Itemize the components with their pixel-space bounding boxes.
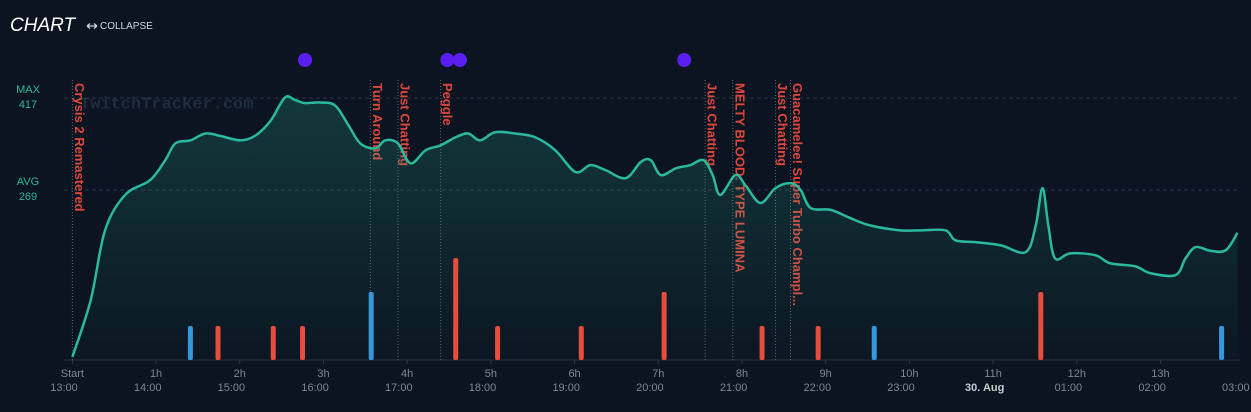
event-bar: [815, 326, 821, 360]
event-bar: [578, 326, 584, 360]
clock-tick-label: 01:00: [1055, 382, 1083, 394]
event-bar: [453, 258, 459, 360]
game-label: Turn Around: [370, 83, 385, 160]
clip-marker: [452, 53, 467, 67]
viewer-area: [72, 96, 1238, 358]
reference-label: MAX: [16, 84, 41, 96]
clip-marker: [298, 53, 313, 67]
clock-tick-label: 02:00: [1138, 382, 1166, 394]
x-tick-label: 8h: [736, 368, 748, 380]
event-bar: [759, 326, 765, 360]
x-tick-label: 4h: [401, 368, 413, 380]
event-bar: [300, 326, 306, 360]
game-label: Just Chatting: [705, 83, 720, 166]
game-label: Just Chatting: [775, 83, 790, 166]
viewer-line: [71, 95, 1239, 358]
clock-tick-label: 21:00: [720, 382, 748, 394]
reference-value: 417: [19, 99, 37, 111]
event-bar: [495, 326, 501, 360]
event-bar: [871, 326, 877, 360]
clock-tick-label: 15:00: [218, 382, 246, 394]
clock-tick-label: 14:00: [134, 382, 162, 394]
x-tick-label: 12h: [1068, 368, 1086, 380]
x-tick-label: 5h: [485, 368, 497, 380]
clock-tick-label: 30. Aug: [965, 382, 1004, 394]
collapse-icon: [86, 23, 98, 29]
event-bar: [270, 326, 276, 360]
watermark: TwitchTracker.com: [80, 95, 253, 114]
reference-value: 269: [19, 191, 37, 203]
x-tick-label: Start: [61, 368, 84, 380]
game-label: Peggle: [440, 83, 455, 126]
event-bar: [368, 292, 374, 360]
event-bar: [661, 292, 667, 360]
game-label: Crysis 2 Remastered: [72, 83, 87, 212]
x-tick-label: 3h: [317, 368, 329, 380]
reference-label: AVG: [17, 176, 39, 188]
clock-tick-label: 19:00: [552, 382, 580, 394]
event-bar: [1038, 292, 1044, 360]
x-tick-label: 1h: [150, 368, 162, 380]
collapse-label[interactable]: COLLAPSE: [100, 21, 153, 32]
x-tick-label: 7h: [652, 368, 664, 380]
clock-tick-label: 16:00: [301, 382, 329, 394]
clock-tick-label: 03:00: [1222, 382, 1250, 394]
header-title: CHART: [10, 15, 76, 36]
clip-marker: [440, 53, 455, 67]
event-bar: [215, 326, 221, 360]
x-tick-label: 6h: [568, 368, 580, 380]
clock-tick-label: 20:00: [636, 382, 664, 394]
clock-tick-label: 13:00: [50, 382, 78, 394]
x-tick-label: 11h: [984, 368, 1002, 380]
clip-marker: [677, 53, 692, 67]
game-label: Just Chatting: [398, 83, 413, 166]
clock-tick-label: 18:00: [469, 382, 497, 394]
x-tick-label: 13h: [1151, 368, 1169, 380]
clock-tick-label: 17:00: [385, 382, 413, 394]
clock-tick-label: 22:00: [804, 382, 832, 394]
event-bar: [1219, 326, 1225, 360]
event-bar: [187, 326, 193, 360]
x-tick-label: 10h: [900, 368, 918, 380]
x-tick-label: 9h: [820, 368, 832, 380]
clock-tick-label: 23:00: [887, 382, 915, 394]
x-tick-label: 2h: [234, 368, 246, 380]
collapse-button[interactable]: COLLAPSE: [86, 21, 153, 32]
